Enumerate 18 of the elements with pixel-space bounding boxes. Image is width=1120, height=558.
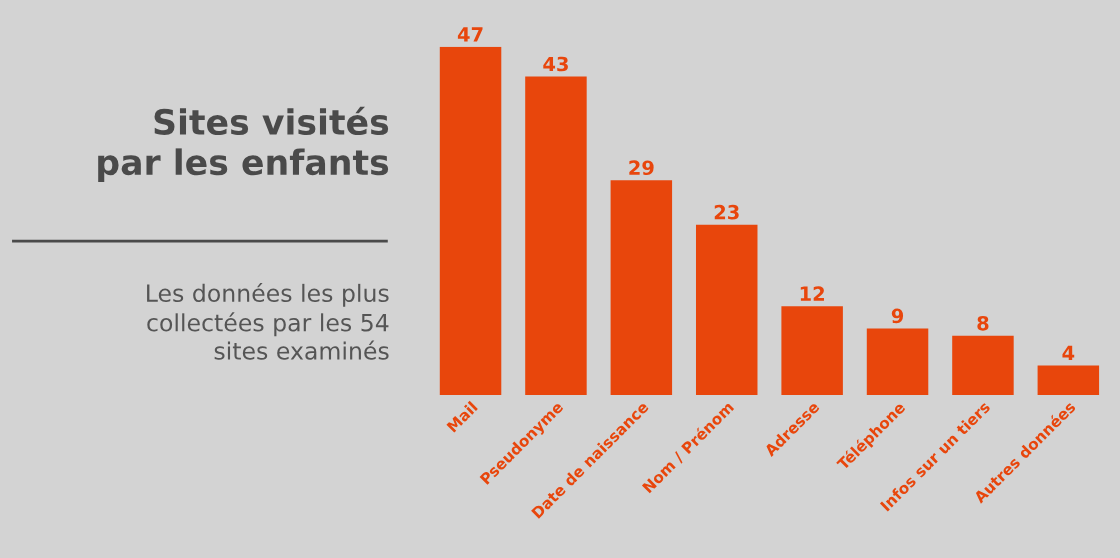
data-label: 47	[457, 27, 483, 42]
bar	[525, 76, 587, 396]
data-label: 23	[714, 204, 739, 220]
text: Les données les plus collectées par les 54 sites examinés	[147, 282, 389, 360]
bar	[439, 46, 502, 396]
data-label: 12	[800, 286, 824, 301]
data-label: 4	[1062, 345, 1075, 360]
bar	[781, 306, 843, 396]
data-label: 8	[977, 315, 989, 331]
text: Sites visités par les enfants	[98, 106, 389, 182]
bar	[696, 224, 758, 396]
data-label: 43	[543, 56, 568, 72]
bar	[952, 335, 1014, 396]
data-label: 9	[891, 308, 904, 324]
bar	[1037, 365, 1100, 396]
bar	[610, 180, 673, 396]
data-label: 29	[629, 160, 654, 176]
bar	[866, 328, 929, 396]
